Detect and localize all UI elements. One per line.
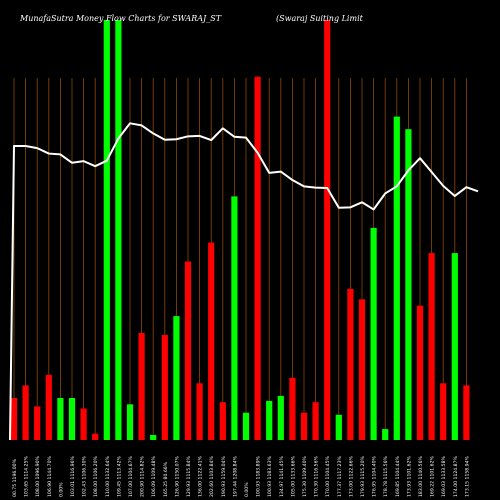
- x-tick-label: 129.93 1115.84%: [186, 455, 192, 497]
- bar-down: [347, 288, 354, 440]
- x-tick-label: 0.00%: [58, 482, 64, 497]
- x-tick-label: 170.30 1116.56%: [314, 455, 320, 497]
- bar-up: [242, 412, 250, 440]
- bar-up: [335, 414, 342, 440]
- x-tick-label: 202.60 1103.84%: [209, 455, 215, 497]
- bar-down: [428, 253, 435, 440]
- x-tick-label: 190.93 1159.04%: [221, 455, 227, 497]
- bar-up: [370, 227, 377, 440]
- x-tick-label: 108.00 1096.90%: [35, 455, 41, 497]
- x-tick-label: 173.15 1158.94%: [464, 455, 470, 497]
- bar-up: [173, 316, 180, 440]
- bar-up: [451, 253, 458, 440]
- x-tick-label: 109.45 1113.42%: [116, 455, 122, 497]
- x-tick-label: 102.43 1106.30%: [82, 455, 88, 497]
- bar-down: [10, 398, 18, 440]
- bar-down: [289, 377, 296, 440]
- x-tick-label: 126.90 1150.07%: [174, 455, 180, 497]
- bar-up: [266, 400, 273, 440]
- bar-down: [416, 305, 424, 440]
- chart-header-left: MunafaSutra Money Flow Charts for SWARAJ…: [20, 14, 222, 23]
- x-tick-label: 107.00 1104.67%: [128, 455, 134, 497]
- bar-down: [312, 402, 319, 440]
- bar-down: [324, 20, 331, 440]
- money-flow-line: [9, 122, 479, 441]
- x-tick-label: 00.75 1196.00%: [12, 458, 18, 497]
- bar-down: [196, 383, 203, 440]
- x-tick-label: 169.85 1104.44%: [395, 455, 401, 497]
- bar-down: [34, 406, 41, 440]
- x-tick-label: 169.03 1133.58%: [441, 455, 447, 497]
- x-tick-label: 106.90 1144.70%: [47, 455, 53, 497]
- x-tick-label: 178.78 1115.56%: [383, 455, 389, 497]
- x-tick-label: 169.22 1101.62%: [430, 455, 436, 497]
- bar-down: [463, 385, 470, 440]
- chart-header-right: (Swaraj Suiting Limit: [276, 14, 363, 23]
- x-tick-label: 103.65 1114.25%: [24, 455, 30, 497]
- bar-down: [208, 242, 215, 440]
- bar-down: [219, 402, 226, 440]
- x-tick-label: 0.00%: [244, 482, 250, 497]
- bar-down: [22, 385, 29, 440]
- bar-down: [161, 335, 168, 440]
- x-tick-label: 100.93 1183.63%: [267, 455, 273, 497]
- x-tick-label: 173.93 1101.62%: [406, 455, 412, 497]
- x-tick-label: 103.01 1116.96%: [70, 455, 76, 497]
- x-tick-label: 173.00 1122.66%: [348, 455, 354, 497]
- x-tick-label: 200.90 1114.82%: [140, 455, 146, 497]
- x-tick-label: 108.00 1106.20%: [93, 455, 99, 497]
- x-tick-label: 176.95 1104.40%: [372, 455, 378, 497]
- bar-up: [126, 404, 134, 440]
- bar-up: [382, 429, 389, 440]
- x-tick-label: 100.93 1183.89%: [256, 455, 262, 497]
- bar-up: [277, 395, 284, 440]
- x-tick-label: 165.25 80.66%: [163, 461, 169, 497]
- x-tick-label: 106.09 1109.48%: [151, 455, 157, 497]
- x-tick-label: 170.00 1104.45%: [325, 455, 331, 497]
- bar-up: [231, 196, 238, 440]
- x-tick-label: 105.00 1133.66%: [290, 455, 296, 497]
- bar-down: [184, 261, 192, 440]
- bar-up: [57, 398, 64, 440]
- bar-up: [68, 398, 76, 440]
- bar-up: [103, 20, 110, 440]
- bar-down: [45, 374, 52, 440]
- bar-down: [300, 412, 308, 440]
- bar-down: [254, 76, 261, 440]
- x-tick-label: 179.93 1115.20%: [360, 455, 366, 497]
- bar-down: [440, 383, 447, 440]
- bar-up: [150, 434, 157, 440]
- bar-up: [405, 129, 412, 440]
- bar-up: [393, 116, 400, 440]
- x-tick-label: 177.37 1117.23%: [337, 455, 343, 497]
- bar-down: [92, 433, 99, 440]
- x-tick-label: 174.00 1124.87%: [453, 455, 459, 497]
- x-tick-label: 175.30 1109.40%: [302, 455, 308, 497]
- x-tick-label: 183.00 1140.56%: [418, 455, 424, 497]
- bar-up: [115, 20, 122, 440]
- x-tick-label: 134.97 1141.45%: [279, 455, 285, 497]
- x-tick-label: 136.00 1122.41%: [198, 455, 204, 497]
- bar-down: [80, 408, 87, 440]
- bar-down: [138, 332, 145, 440]
- x-tick-label: 197.44 1208.84%: [232, 455, 238, 497]
- bar-down: [358, 299, 366, 440]
- x-tick-label: 110.00 1132.64%: [105, 455, 111, 497]
